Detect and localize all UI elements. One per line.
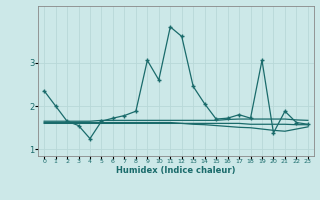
- X-axis label: Humidex (Indice chaleur): Humidex (Indice chaleur): [116, 166, 236, 175]
